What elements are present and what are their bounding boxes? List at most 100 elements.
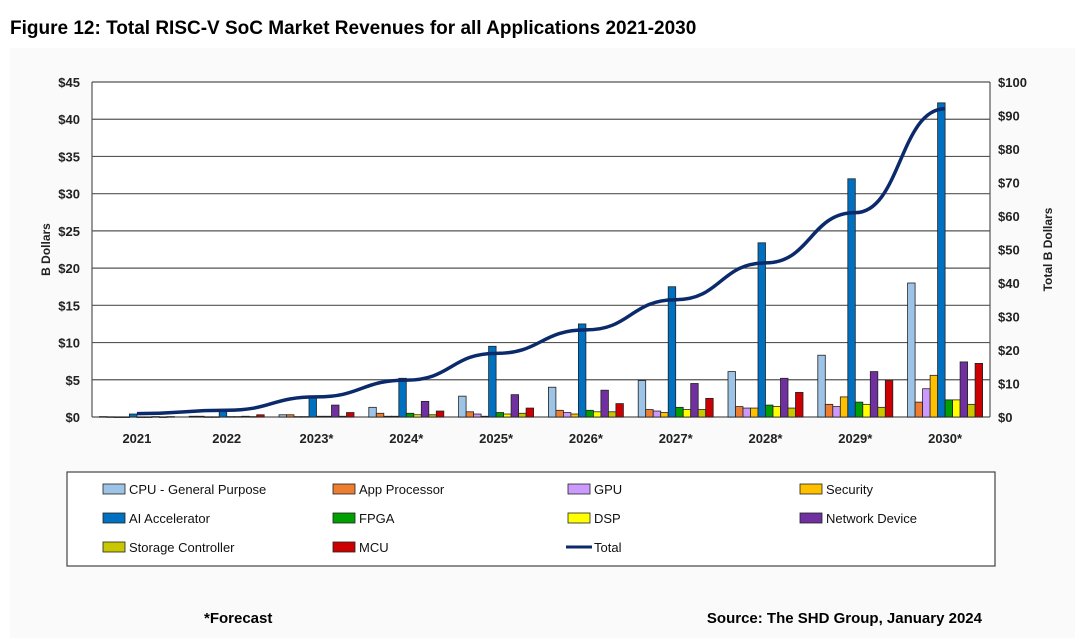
- bar-dsp: [772, 406, 781, 418]
- x-tick-label: 2023*: [300, 431, 335, 446]
- y-tick-label: $20: [58, 261, 80, 276]
- bar-ai-accelerator: [308, 395, 317, 418]
- bar-storage-controller: [248, 416, 258, 418]
- bar-network-device: [869, 371, 879, 418]
- y-tick-label: $10: [58, 336, 80, 351]
- bar-dsp: [323, 415, 332, 418]
- y2-tick-label: $60: [998, 209, 1020, 224]
- legend-swatch: [799, 483, 823, 495]
- bar-mcu: [884, 380, 894, 418]
- bar-dsp: [862, 403, 871, 418]
- legend-swatch: [799, 512, 823, 524]
- bar-app-processor: [735, 406, 744, 418]
- bar-cpu-general-purpose: [727, 371, 736, 418]
- bar-mcu: [705, 397, 714, 418]
- bar-storage-controller: [518, 412, 527, 418]
- bar-gpu: [832, 406, 841, 418]
- bar-network-device: [510, 394, 520, 418]
- bar-fpga: [765, 404, 774, 418]
- bar-mcu: [435, 410, 445, 418]
- legend-label: Total: [594, 540, 622, 555]
- legend-label: Network Device: [826, 511, 917, 526]
- y2-tick-label: $50: [998, 243, 1020, 258]
- bar-security: [839, 396, 849, 418]
- y-tick-label: $45: [58, 75, 80, 90]
- bar-gpu: [742, 407, 751, 418]
- legend-label: App Processor: [359, 482, 445, 497]
- bar-gpu: [114, 416, 123, 418]
- bar-storage-controller: [787, 407, 796, 418]
- bar-app-processor: [555, 409, 564, 418]
- bar-gpu: [293, 416, 302, 418]
- bar-network-device: [331, 404, 340, 418]
- bar-app-processor: [824, 403, 834, 418]
- bar-cpu-general-purpose: [637, 380, 647, 418]
- legend-swatch: [332, 483, 356, 495]
- total-line: [136, 107, 946, 416]
- x-tick-label: 2021: [122, 431, 151, 446]
- bar-app-processor: [645, 409, 654, 418]
- y-tick-label: $5: [66, 373, 80, 388]
- bar-cpu-general-purpose: [99, 416, 108, 418]
- x-tick-label: 2026*: [569, 431, 604, 446]
- bar-gpu: [652, 410, 662, 418]
- legend-label: GPU: [594, 482, 622, 497]
- bar-gpu: [383, 415, 392, 418]
- x-tick-label: 2022: [212, 431, 241, 446]
- bar-fpga: [136, 416, 145, 418]
- bar-security: [929, 374, 938, 418]
- legend-swatch: [332, 541, 356, 553]
- figure-title: Figure 12: Total RISC-V SoC Market Reven…: [10, 18, 697, 39]
- bar-cpu-general-purpose: [548, 386, 557, 418]
- x-tick-label: 2024*: [389, 431, 424, 446]
- bar-app-processor: [106, 416, 115, 418]
- legend-swatch: [567, 483, 591, 495]
- bar-app-processor: [914, 401, 923, 418]
- bar-cpu-general-purpose: [188, 415, 198, 418]
- legend-box: [66, 471, 996, 567]
- bar-security: [660, 412, 669, 418]
- bar-security: [570, 413, 579, 418]
- bar-mcu: [795, 392, 804, 418]
- bar-mcu: [615, 403, 624, 418]
- bar-network-device: [151, 416, 160, 418]
- bar-ai-accelerator: [488, 345, 497, 418]
- bar-app-processor: [286, 414, 295, 418]
- bar-ai-accelerator: [128, 413, 138, 418]
- bar-mcu: [256, 414, 265, 418]
- y2-tick-label: $40: [998, 276, 1020, 291]
- y2-tick-label: $10: [998, 377, 1020, 392]
- y2-tick-label: $30: [998, 310, 1020, 325]
- legend-label: AI Accelerator: [129, 511, 211, 526]
- bar-cpu-general-purpose: [907, 282, 916, 418]
- legend-label: DSP: [594, 511, 621, 526]
- bar-security: [121, 416, 130, 418]
- y-tick-label: $40: [58, 112, 80, 127]
- source-note: Source: The SHD Group, January 2024: [706, 610, 982, 627]
- x-tick-label: 2028*: [749, 431, 784, 446]
- bar-storage-controller: [428, 414, 437, 418]
- legend-swatch: [102, 541, 126, 553]
- legend-swatch: [102, 483, 126, 495]
- bar-storage-controller: [338, 415, 347, 418]
- bar-dsp: [682, 409, 692, 418]
- legend-swatch: [332, 512, 356, 524]
- x-tick-label: 2027*: [659, 431, 694, 446]
- bar-dsp: [593, 411, 602, 418]
- bar-ai-accelerator: [398, 377, 407, 418]
- bar-storage-controller: [877, 406, 886, 418]
- bar-cpu-general-purpose: [278, 414, 287, 418]
- bar-storage-controller: [608, 411, 617, 418]
- bar-network-device: [420, 400, 430, 418]
- bar-ai-accelerator: [667, 286, 677, 418]
- bar-fpga: [405, 412, 415, 418]
- bar-gpu: [922, 388, 931, 418]
- y2-tick-label: $100: [998, 75, 1027, 90]
- bar-gpu: [563, 412, 572, 418]
- bar-network-device: [690, 383, 699, 418]
- bar-cpu-general-purpose: [817, 354, 826, 418]
- bar-security: [480, 415, 490, 418]
- bar-mcu: [166, 416, 175, 418]
- bar-dsp: [952, 399, 961, 418]
